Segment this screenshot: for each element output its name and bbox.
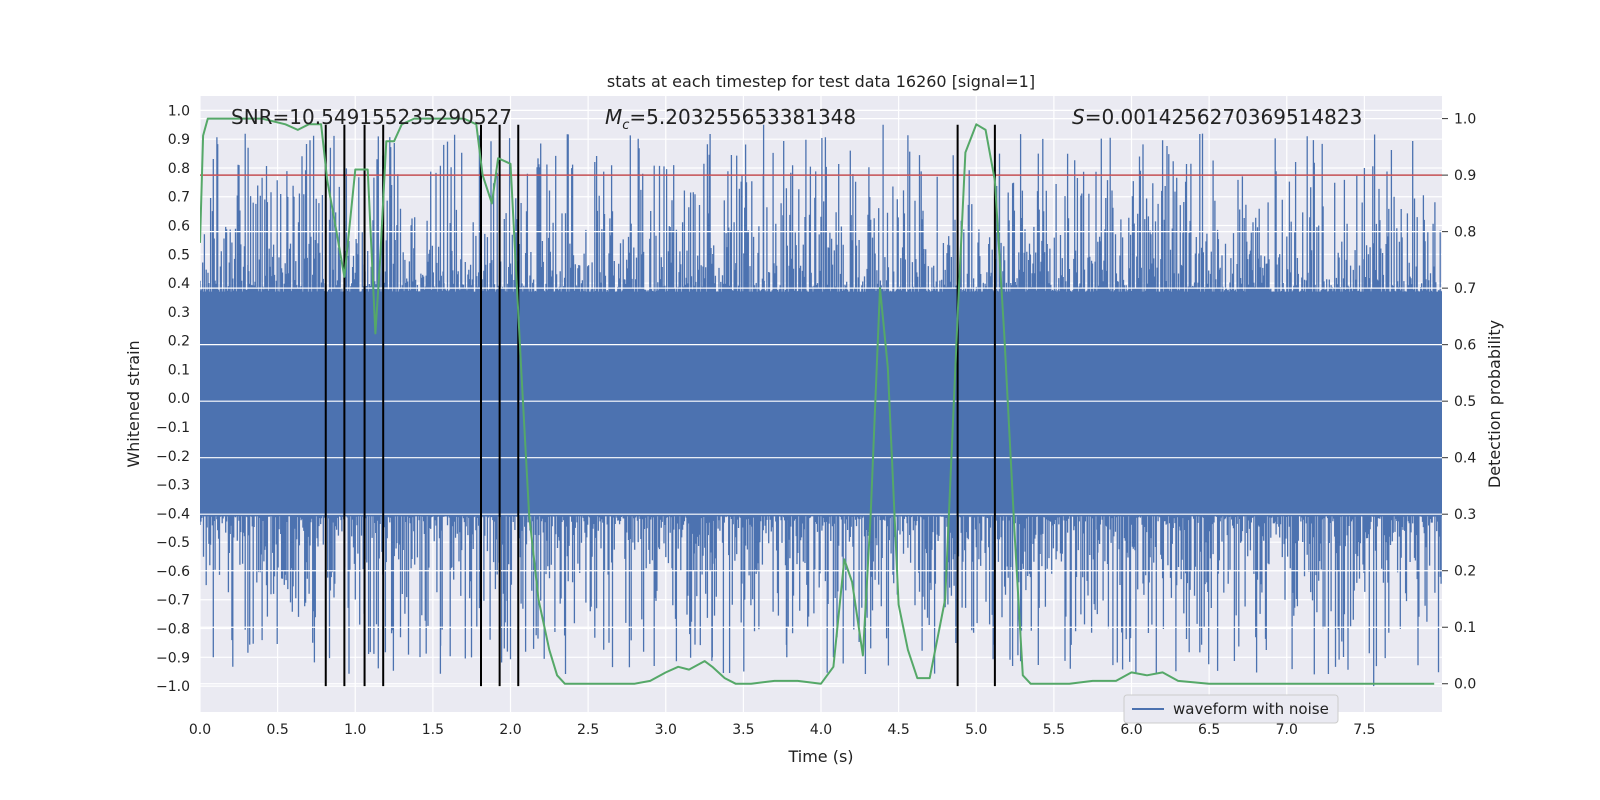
y-tick-label: 0.5 xyxy=(168,247,190,263)
x-axis-ticks: 0.0 0.5 1.0 1.5 2.0 2.5 3.0 3.5 4.0 4.5 5.0 5.5 6.0 6… xyxy=(189,722,1376,738)
x-tick-label: 2.0 xyxy=(499,722,521,738)
y-tick-label: 0.6 xyxy=(168,219,190,235)
x-tick-label: 4.5 xyxy=(887,722,909,738)
y2-tick-label: 0.4 xyxy=(1454,451,1476,467)
snr-annotation: SNR=10.549155235290527 xyxy=(231,105,512,129)
y-tick-label: 0.8 xyxy=(168,161,190,177)
probability-series xyxy=(200,117,1435,685)
mc-symbol: M xyxy=(605,105,622,129)
y2-tick-label: 0.6 xyxy=(1454,338,1476,354)
y2-tick-label: 0.8 xyxy=(1454,225,1476,241)
y-tick-label: −0.8 xyxy=(156,622,190,638)
chart-title: stats at each timestep for test data 162… xyxy=(607,72,1035,91)
legend: waveform with noise xyxy=(1123,694,1339,724)
y-tick-label: 0.7 xyxy=(168,190,190,206)
x-tick-label: 1.5 xyxy=(422,722,444,738)
y-tick-label: −0.2 xyxy=(156,449,190,465)
y-tick-label: −0.5 xyxy=(156,535,190,551)
y2-tick-label: 0.0 xyxy=(1454,677,1476,693)
y-tick-label: −0.1 xyxy=(156,420,190,436)
y2-tick-label: 0.9 xyxy=(1454,168,1476,184)
y2-tick-label: 0.1 xyxy=(1454,620,1476,636)
x-tick-label: 7.5 xyxy=(1353,722,1375,738)
x-tick-label: 4.0 xyxy=(810,722,832,738)
y-axis-label: Whitened strain xyxy=(124,340,143,467)
x-tick-label: 3.5 xyxy=(732,722,754,738)
x-tick-label: 6.5 xyxy=(1198,722,1220,738)
x-tick-label: 2.5 xyxy=(577,722,599,738)
y-tick-label: −0.4 xyxy=(156,506,190,522)
y-tick-label: 1.0 xyxy=(168,103,190,119)
y-tick-label: 0.0 xyxy=(168,391,190,407)
waveform-line xyxy=(200,124,1442,687)
y-tick-label: 0.9 xyxy=(168,132,190,148)
x-tick-label: 0.5 xyxy=(266,722,288,738)
y-tick-label: −0.9 xyxy=(156,650,190,666)
y2-tick-label: 0.2 xyxy=(1454,564,1476,580)
y2-axis-ticks: 1.0 0.9 0.8 0.7 0.6 0.5 0.4 0.3 0.2 0.1 0.0 xyxy=(1442,112,1476,693)
x-axis-label: Time (s) xyxy=(787,747,853,766)
probability-line xyxy=(200,117,1435,685)
y-tick-label: 0.4 xyxy=(168,276,190,292)
s-value: =0.0014256270369514823 xyxy=(1085,105,1363,129)
x-tick-label: 0.0 xyxy=(189,722,211,738)
y-tick-label: −0.7 xyxy=(156,593,190,609)
s-annotation: S=0.0014256270369514823 xyxy=(1072,105,1362,129)
x-tick-label: 5.5 xyxy=(1043,722,1065,738)
x-tick-label: 5.0 xyxy=(965,722,987,738)
mc-subscript: c xyxy=(622,118,629,133)
s-symbol: S xyxy=(1072,105,1085,129)
y2-tick-label: 0.5 xyxy=(1454,394,1476,410)
x-tick-label: 7.0 xyxy=(1276,722,1298,738)
mc-value: =5.203255653381348 xyxy=(629,105,856,129)
x-tick-label: 1.0 xyxy=(344,722,366,738)
y2-tick-label: 1.0 xyxy=(1454,112,1476,128)
y-tick-label: −0.6 xyxy=(156,564,190,580)
y-tick-label: 0.2 xyxy=(168,334,190,350)
y2-axis-label: Detection probability xyxy=(1485,320,1504,488)
y-tick-label: 0.3 xyxy=(168,305,190,321)
chirp-mass-annotation: Mc=5.203255653381348 xyxy=(605,105,856,133)
waveform-series xyxy=(200,124,1442,687)
y2-tick-label: 0.3 xyxy=(1454,507,1476,523)
y-tick-label: −0.3 xyxy=(156,478,190,494)
x-tick-label: 6.0 xyxy=(1120,722,1142,738)
y2-tick-label: 0.7 xyxy=(1454,281,1476,297)
legend-label: waveform with noise xyxy=(1173,700,1329,718)
y-tick-label: −1.0 xyxy=(156,679,190,695)
y-axis-ticks: 1.0 0.9 0.8 0.7 0.6 0.5 0.4 0.3 0.2 0.1 0.0 −0.1 −0.… xyxy=(156,103,190,695)
y-tick-label: 0.1 xyxy=(168,362,190,378)
legend-box xyxy=(1123,694,1339,724)
x-tick-label: 3.0 xyxy=(655,722,677,738)
